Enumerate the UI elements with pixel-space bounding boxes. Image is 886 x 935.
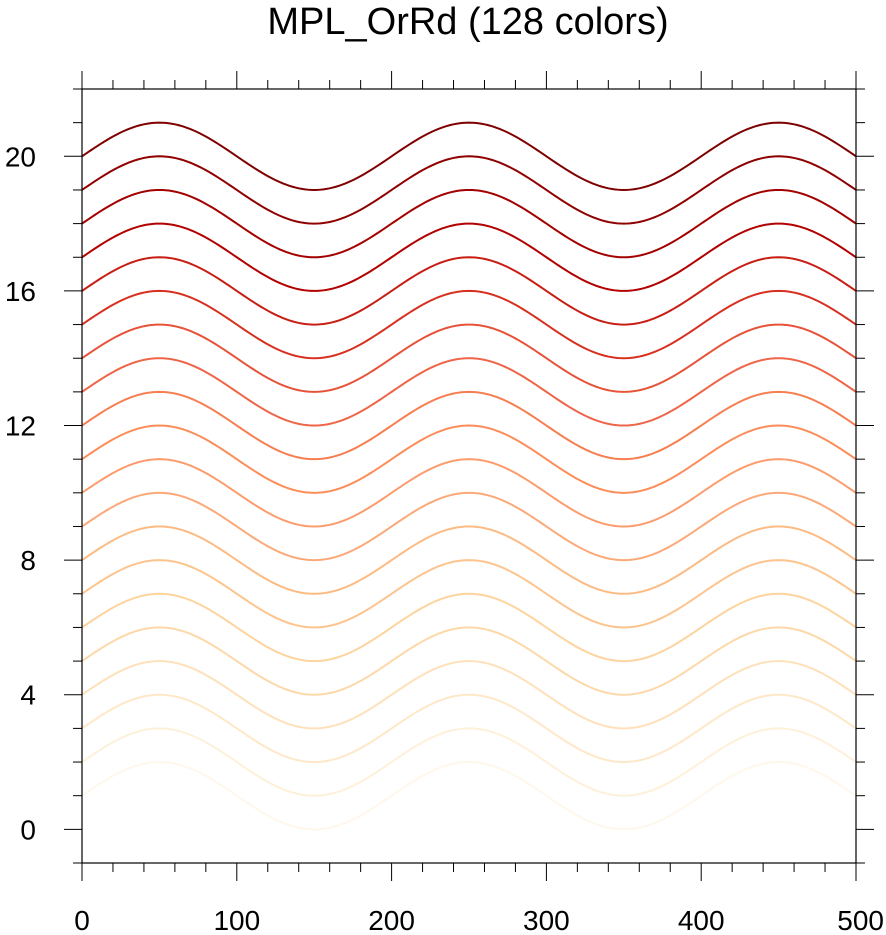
series-line-9 (81, 491, 857, 562)
x-tick-label: 500 (837, 905, 884, 935)
x-tick-label: 200 (368, 905, 415, 935)
series-line-16 (81, 256, 857, 326)
x-tick-label: 400 (678, 905, 725, 935)
series-line-4 (81, 660, 857, 730)
series-line-19 (81, 155, 857, 225)
series-line-11 (81, 424, 857, 494)
series-line-6 (81, 592, 857, 663)
x-tick-label: 100 (213, 905, 260, 935)
y-tick-label: 4 (20, 680, 36, 711)
series-line-5 (81, 626, 857, 696)
series-line-17 (81, 222, 857, 292)
series-line-7 (81, 559, 857, 629)
series-line-20 (81, 121, 857, 191)
series-line-1 (81, 761, 857, 831)
series-line-10 (81, 458, 857, 528)
plot-frame (81, 88, 857, 864)
series-lines (81, 121, 857, 831)
series-line-8 (81, 525, 857, 595)
y-tick-label: 20 (5, 141, 36, 172)
series-line-15 (81, 289, 857, 360)
series-line-13 (81, 357, 857, 427)
y-tick-label: 12 (5, 411, 36, 442)
y-tick-label: 8 (20, 545, 36, 576)
x-tick-label: 0 (74, 905, 90, 935)
y-tick-label: 16 (5, 276, 36, 307)
series-line-2 (81, 727, 857, 797)
axis-tick-labels: 0 100 200 300 400 500 0 4 8 12 16 20 (5, 141, 884, 935)
chart-title: MPL_OrRd (128 colors) (267, 1, 668, 43)
y-tick-label: 0 (20, 814, 36, 845)
series-line-12 (81, 390, 857, 461)
series-line-18 (81, 188, 857, 259)
series-line-14 (81, 323, 857, 393)
x-tick-label: 300 (523, 905, 570, 935)
series-line-3 (81, 693, 857, 764)
axis-ticks (64, 71, 874, 881)
